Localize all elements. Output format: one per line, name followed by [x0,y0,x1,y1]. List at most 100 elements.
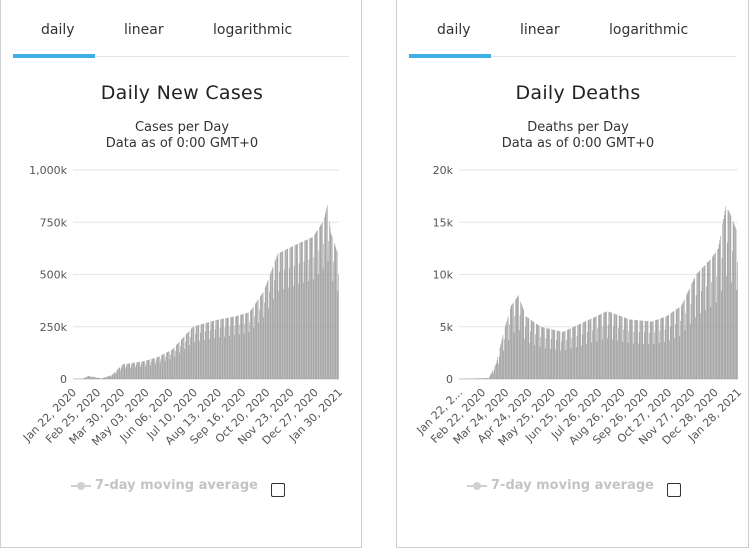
bar[interactable] [132,362,133,379]
bar[interactable] [217,319,219,379]
bar[interactable] [300,242,302,379]
bar[interactable] [506,321,507,379]
bar[interactable] [605,311,607,379]
bar[interactable] [241,314,243,379]
bar[interactable] [228,317,229,379]
bar[interactable] [735,228,737,379]
bar[interactable] [265,285,267,379]
bar[interactable] [292,246,293,379]
bar[interactable] [579,323,581,379]
bar[interactable] [581,334,583,379]
bar[interactable] [544,348,546,379]
bar[interactable] [655,320,656,379]
bar[interactable] [285,249,286,379]
bar[interactable] [587,320,589,379]
bar[interactable] [336,249,337,379]
bar[interactable] [498,363,499,379]
bar[interactable] [127,363,128,379]
bar[interactable] [271,268,273,379]
bar[interactable] [236,315,238,379]
bar[interactable] [86,376,87,379]
bar[interactable] [245,313,246,379]
bar[interactable] [717,249,718,379]
bar[interactable] [475,378,476,379]
bar[interactable] [692,282,693,379]
tab-daily[interactable]: daily [437,22,471,38]
bar[interactable] [211,321,213,379]
bar[interactable] [197,325,198,379]
bar[interactable] [247,312,248,379]
bar[interactable] [591,342,593,379]
bar[interactable] [167,351,169,379]
bar[interactable] [281,251,282,379]
bar[interactable] [164,353,165,379]
bar[interactable] [527,317,528,379]
bar[interactable] [156,357,158,379]
bar[interactable] [733,223,735,379]
bar[interactable] [481,378,483,379]
bar[interactable] [93,376,95,379]
bar[interactable] [240,314,241,379]
bar[interactable] [501,338,503,379]
bar[interactable] [310,238,311,379]
bar[interactable] [128,363,129,379]
bar[interactable] [615,314,617,379]
bar[interactable] [476,378,477,379]
bar[interactable] [317,230,318,379]
bar[interactable] [96,377,98,379]
bar[interactable] [110,376,111,379]
bar[interactable] [478,378,480,379]
bar[interactable] [670,313,672,379]
bar[interactable] [703,266,704,379]
bar[interactable] [507,318,508,379]
bar[interactable] [732,221,734,379]
bar[interactable] [620,316,621,379]
bar[interactable] [663,341,665,379]
bar[interactable] [126,363,128,379]
bar[interactable] [600,314,601,379]
bar[interactable] [198,325,200,379]
bar[interactable] [213,320,214,379]
bar[interactable] [205,322,207,379]
bar[interactable] [597,328,598,379]
bar[interactable] [638,332,640,379]
bar[interactable] [170,354,171,379]
bar[interactable] [550,349,551,379]
bar[interactable] [702,267,704,379]
bar[interactable] [87,375,89,379]
bar[interactable] [631,319,633,379]
bar[interactable] [214,329,216,379]
bar[interactable] [310,237,312,379]
bar[interactable] [293,265,295,379]
bar[interactable] [686,293,688,379]
bar[interactable] [647,321,649,379]
bar[interactable] [330,232,332,379]
bar[interactable] [105,377,107,379]
bar[interactable] [242,314,243,379]
bar[interactable] [153,358,154,379]
bar[interactable] [108,375,110,379]
bar[interactable] [226,318,227,379]
bar[interactable] [208,322,210,379]
bar[interactable] [493,373,494,379]
bar[interactable] [305,240,306,379]
bar[interactable] [634,319,635,379]
bar[interactable] [197,325,199,379]
bar[interactable] [471,378,473,379]
bar[interactable] [245,313,247,379]
bar[interactable] [693,279,695,379]
bar[interactable] [706,286,707,379]
bar[interactable] [118,367,120,379]
bar[interactable] [531,320,533,379]
bar[interactable] [255,303,256,379]
bar[interactable] [135,367,136,379]
bar[interactable] [188,332,189,379]
bar[interactable] [106,376,108,379]
bar[interactable] [212,320,214,379]
bar[interactable] [87,376,88,379]
bar[interactable] [666,315,668,379]
bar[interactable] [313,257,315,379]
bar[interactable] [152,358,154,379]
bar[interactable] [185,334,187,379]
bar[interactable] [295,244,297,379]
